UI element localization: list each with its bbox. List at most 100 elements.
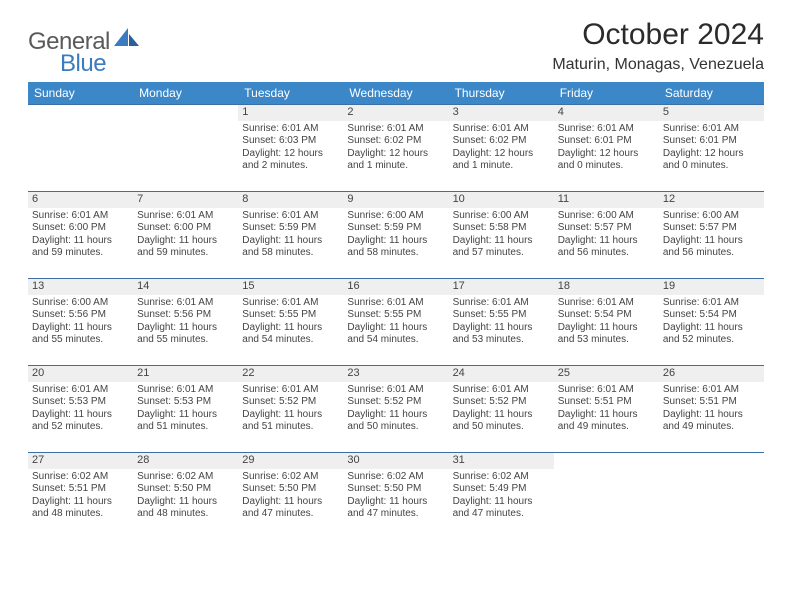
day-cell: 7Sunrise: 6:01 AMSunset: 6:00 PMDaylight…: [133, 192, 238, 278]
sunrise-line: Sunrise: 6:02 AM: [32, 471, 129, 484]
daylight-line: Daylight: 11 hours: [242, 409, 339, 422]
daylight-line: Daylight: 11 hours: [32, 496, 129, 509]
day-cell: 6Sunrise: 6:01 AMSunset: 6:00 PMDaylight…: [28, 192, 133, 278]
sunset-line: Sunset: 5:50 PM: [242, 483, 339, 496]
sunrise-line: Sunrise: 6:01 AM: [558, 297, 655, 310]
day-cell: 21 Sunrise: 6:01 AMSunset: 5:53 PMDayligh…: [133, 366, 238, 452]
day-cell: 30Sunrise: 6:02 AMSunset: 5:50 PMDayligh…: [343, 453, 448, 539]
day-number: 29: [238, 453, 343, 469]
day-cell: 14Sunrise: 6:01 AMSunset: 5:56 PMDayligh…: [133, 279, 238, 365]
sunset-line: Sunset: 5:50 PM: [347, 483, 444, 496]
dow-wednesday: Wednesday: [343, 82, 448, 104]
daylight-line: and 49 minutes.: [663, 421, 760, 434]
daylight-line: Daylight: 11 hours: [347, 322, 444, 335]
day-cell: 9Sunrise: 6:00 AMSunset: 5:59 PMDaylight…: [343, 192, 448, 278]
sunrise-line: Sunrise: 6:01 AM: [137, 210, 234, 223]
day-number: 12: [659, 192, 764, 208]
sunrise-line: Sunrise: 6:01 AM: [453, 297, 550, 310]
sunrise-line: Sunrise: 6:00 AM: [558, 210, 655, 223]
day-number: 17: [449, 279, 554, 295]
day-cell: 22Sunrise: 6:01 AMSunset: 5:52 PMDayligh…: [238, 366, 343, 452]
day-cell: 12Sunrise: 6:00 AMSunset: 5:57 PMDayligh…: [659, 192, 764, 278]
daylight-line: Daylight: 11 hours: [137, 496, 234, 509]
daylight-line: Daylight: 11 hours: [242, 322, 339, 335]
day-number: 1: [238, 105, 343, 121]
sunrise-line: Sunrise: 6:01 AM: [32, 210, 129, 223]
day-number: 28: [133, 453, 238, 469]
sunrise-line: Sunrise: 6:02 AM: [453, 471, 550, 484]
day-cell: 26Sunrise: 6:01 AMSunset: 5:51 PMDayligh…: [659, 366, 764, 452]
sunset-line: Sunset: 5:58 PM: [453, 222, 550, 235]
sunset-line: Sunset: 5:49 PM: [453, 483, 550, 496]
sunrise-line: Sunrise: 6:00 AM: [663, 210, 760, 223]
day-number: 2: [343, 105, 448, 121]
sunrise-line: Sunrise: 6:01 AM: [242, 297, 339, 310]
sunrise-line: Sunrise: 6:01 AM: [242, 210, 339, 223]
daylight-line: and 52 minutes.: [663, 334, 760, 347]
day-cell: [554, 453, 659, 539]
daylight-line: Daylight: 11 hours: [558, 322, 655, 335]
day-cell: 17Sunrise: 6:01 AMSunset: 5:55 PMDayligh…: [449, 279, 554, 365]
daylight-line: Daylight: 11 hours: [453, 235, 550, 248]
day-cell: 31Sunrise: 6:02 AMSunset: 5:49 PMDayligh…: [449, 453, 554, 539]
day-number: 21: [133, 366, 238, 382]
daylight-line: Daylight: 11 hours: [663, 409, 760, 422]
daylight-line: Daylight: 11 hours: [453, 496, 550, 509]
day-cell: 2Sunrise: 6:01 AMSunset: 6:02 PMDaylight…: [343, 105, 448, 191]
daylight-line: and 50 minutes.: [347, 421, 444, 434]
sunset-line: Sunset: 5:59 PM: [242, 222, 339, 235]
sunset-line: Sunset: 5:53 PM: [137, 396, 234, 409]
sunrise-line: Sunrise: 6:01 AM: [663, 384, 760, 397]
day-cell: 8Sunrise: 6:01 AMSunset: 5:59 PMDaylight…: [238, 192, 343, 278]
daylight-line: and 0 minutes.: [558, 160, 655, 173]
daylight-line: Daylight: 11 hours: [453, 409, 550, 422]
daylight-line: and 54 minutes.: [242, 334, 339, 347]
logo: General Blue: [28, 18, 140, 56]
daylight-line: and 56 minutes.: [558, 247, 655, 260]
daylight-line: Daylight: 12 hours: [347, 148, 444, 161]
sunrise-line: Sunrise: 6:01 AM: [242, 123, 339, 136]
sunset-line: Sunset: 6:01 PM: [558, 135, 655, 148]
day-number: 5: [659, 105, 764, 121]
dow-saturday: Saturday: [659, 82, 764, 104]
sunrise-line: Sunrise: 6:01 AM: [558, 123, 655, 136]
sunrise-line: Sunrise: 6:01 AM: [137, 384, 234, 397]
daylight-line: Daylight: 11 hours: [137, 409, 234, 422]
dow-friday: Friday: [554, 82, 659, 104]
day-cell: 16Sunrise: 6:01 AMSunset: 5:55 PMDayligh…: [343, 279, 448, 365]
sunset-line: Sunset: 5:52 PM: [347, 396, 444, 409]
sunrise-line: Sunrise: 6:02 AM: [242, 471, 339, 484]
daylight-line: and 55 minutes.: [32, 334, 129, 347]
day-cell: 27Sunrise: 6:02 AMSunset: 5:51 PMDayligh…: [28, 453, 133, 539]
daylight-line: and 51 minutes.: [242, 421, 339, 434]
sunset-line: Sunset: 5:51 PM: [663, 396, 760, 409]
sunset-line: Sunset: 5:53 PM: [32, 396, 129, 409]
daylight-line: Daylight: 12 hours: [558, 148, 655, 161]
sunset-line: Sunset: 5:51 PM: [32, 483, 129, 496]
sunrise-line: Sunrise: 6:00 AM: [347, 210, 444, 223]
dow-monday: Monday: [133, 82, 238, 104]
day-cell: [659, 453, 764, 539]
sunset-line: Sunset: 5:51 PM: [558, 396, 655, 409]
sunrise-line: Sunrise: 6:01 AM: [453, 384, 550, 397]
daylight-line: Daylight: 11 hours: [663, 235, 760, 248]
logo-text-2: Blue: [60, 50, 106, 78]
sunrise-line: Sunrise: 6:02 AM: [137, 471, 234, 484]
sunrise-line: Sunrise: 6:01 AM: [663, 123, 760, 136]
daylight-line: and 58 minutes.: [347, 247, 444, 260]
sunset-line: Sunset: 5:54 PM: [558, 309, 655, 322]
sunset-line: Sunset: 5:56 PM: [32, 309, 129, 322]
daylight-line: Daylight: 11 hours: [242, 235, 339, 248]
daylight-line: Daylight: 11 hours: [242, 496, 339, 509]
sunset-line: Sunset: 5:59 PM: [347, 222, 444, 235]
day-cell: 5Sunrise: 6:01 AMSunset: 6:01 PMDaylight…: [659, 105, 764, 191]
day-number: 10: [449, 192, 554, 208]
day-cell: 18Sunrise: 6:01 AMSunset: 5:54 PMDayligh…: [554, 279, 659, 365]
day-number: 30: [343, 453, 448, 469]
sunset-line: Sunset: 6:01 PM: [663, 135, 760, 148]
daylight-line: and 57 minutes.: [453, 247, 550, 260]
dow-thursday: Thursday: [449, 82, 554, 104]
daylight-line: and 48 minutes.: [32, 508, 129, 521]
sunset-line: Sunset: 6:02 PM: [453, 135, 550, 148]
sunrise-line: Sunrise: 6:01 AM: [32, 384, 129, 397]
